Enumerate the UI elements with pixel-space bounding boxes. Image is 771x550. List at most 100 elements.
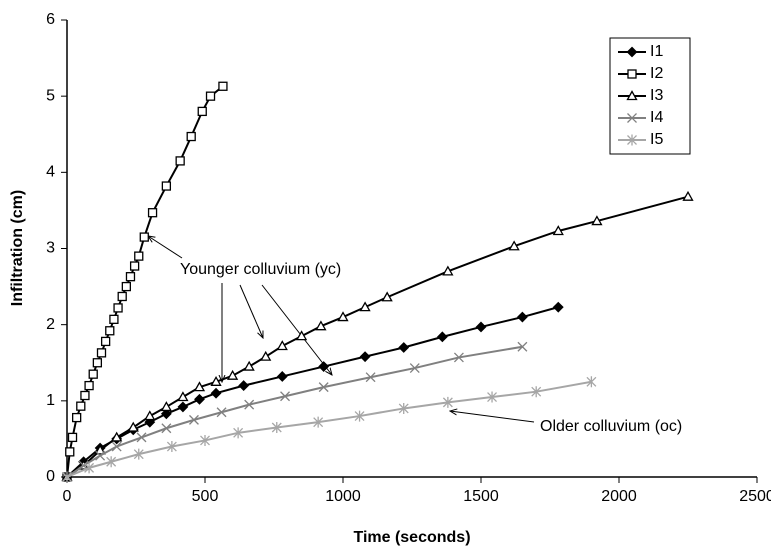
marker [189,414,199,425]
y-tick-label: 5 [46,87,55,104]
marker [160,408,172,420]
marker [276,340,288,351]
arrows [148,236,535,423]
marker [100,336,111,347]
marker [117,291,127,302]
marker [113,303,123,313]
marker [398,402,409,414]
marker [318,361,330,372]
legend-label: I2 [650,65,663,82]
marker [161,423,172,434]
marker [136,432,147,443]
marker [160,401,172,412]
marker [238,380,250,392]
marker [166,441,177,453]
marker [216,407,227,418]
marker [161,181,172,191]
marker [121,281,131,292]
series [62,81,228,482]
marker [96,348,107,358]
marker [125,272,136,282]
marker [177,391,189,402]
marker [106,456,117,468]
marker [337,311,349,322]
marker [129,261,140,271]
legend-marker [626,46,638,58]
series-line [66,380,592,478]
marker [144,410,156,421]
y-tick-label: 6 [46,11,55,28]
arrow [148,236,183,259]
y-tick-label: 2 [46,316,55,333]
marker [591,215,603,226]
marker [442,396,453,408]
series [61,190,694,482]
marker [398,342,410,353]
marker [94,444,106,455]
legend-marker [627,113,637,123]
y-tick-label: 4 [46,164,55,181]
x-tick-label: 1500 [463,488,499,505]
marker [186,131,196,142]
x-axis-title: Time (seconds) [353,529,470,546]
marker [354,410,365,422]
marker [318,382,329,393]
marker [315,320,327,331]
marker [175,156,185,166]
legend-label: I1 [650,43,663,60]
marker [475,321,487,333]
marker [95,450,106,461]
series [62,376,597,483]
marker [80,390,90,401]
marker [453,352,464,363]
y-tick-label: 0 [46,468,55,485]
annotation: Younger colluvium (yc) [180,261,341,278]
marker [276,371,288,382]
marker [127,421,139,432]
marker [218,81,228,91]
marker [365,372,376,383]
x-tick-label: 0 [63,488,72,505]
x-tick-label: 500 [192,488,219,505]
marker [682,190,694,201]
legend-label: I5 [650,131,663,148]
marker [436,331,448,343]
marker [111,431,123,442]
marker [508,240,520,251]
marker [67,432,78,443]
marker [109,314,119,324]
marker [313,416,324,428]
marker [62,471,72,483]
x-tick-label: 2500 [739,488,771,505]
y-tick-label: 1 [46,392,55,409]
marker [210,387,222,399]
marker [381,291,393,302]
marker [84,380,94,391]
marker [194,393,205,405]
marker [72,412,82,423]
marker [76,401,86,411]
legend-label: I4 [650,109,663,126]
marker [280,391,290,402]
marker [133,448,144,460]
marker [487,391,497,403]
marker [147,208,158,218]
marker [210,375,222,386]
marker [442,265,454,276]
legend-marker [627,134,637,146]
marker [243,360,255,371]
marker [260,350,272,361]
marker [65,447,75,457]
marker [226,369,239,380]
marker [139,232,149,242]
marker [200,434,210,446]
marker [84,462,95,474]
marker [111,441,122,452]
marker [233,427,244,439]
marker [92,358,103,368]
legend-label: I3 [650,87,663,104]
marker [586,376,597,388]
marker [205,91,216,101]
y-tick-label: 3 [46,240,55,257]
